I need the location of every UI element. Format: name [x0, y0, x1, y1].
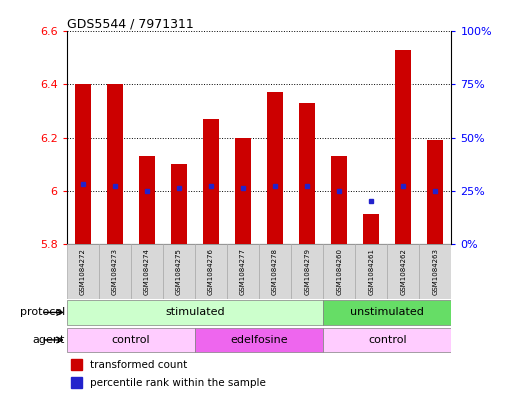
Bar — [387, 244, 420, 299]
Bar — [259, 244, 291, 299]
Bar — [70, 377, 82, 388]
Bar — [323, 244, 355, 299]
Text: GSM1084276: GSM1084276 — [208, 248, 214, 295]
Bar — [139, 156, 155, 244]
Text: agent: agent — [33, 335, 65, 345]
Bar — [267, 92, 283, 244]
Bar — [70, 359, 82, 370]
Bar — [171, 164, 187, 244]
Bar — [291, 244, 323, 299]
Text: control: control — [111, 335, 150, 345]
Bar — [355, 244, 387, 299]
Bar — [420, 244, 451, 299]
Bar — [323, 300, 451, 325]
Text: GSM1084260: GSM1084260 — [336, 248, 342, 295]
Bar — [98, 244, 131, 299]
Text: GSM1084275: GSM1084275 — [176, 248, 182, 295]
Bar — [195, 327, 323, 352]
Text: stimulated: stimulated — [165, 307, 225, 318]
Text: edelfosine: edelfosine — [230, 335, 288, 345]
Text: control: control — [368, 335, 407, 345]
Bar — [67, 327, 195, 352]
Text: GSM1084261: GSM1084261 — [368, 248, 374, 295]
Text: GSM1084262: GSM1084262 — [400, 248, 406, 295]
Bar — [67, 300, 323, 325]
Text: GSM1084274: GSM1084274 — [144, 248, 150, 295]
Text: GSM1084279: GSM1084279 — [304, 248, 310, 295]
Bar — [131, 244, 163, 299]
Text: protocol: protocol — [20, 307, 65, 318]
Text: transformed count: transformed count — [90, 360, 187, 370]
Bar — [331, 156, 347, 244]
Bar — [203, 119, 219, 244]
Bar — [163, 244, 195, 299]
Text: GSM1084278: GSM1084278 — [272, 248, 278, 295]
Bar — [323, 327, 451, 352]
Bar — [195, 244, 227, 299]
Text: GSM1084272: GSM1084272 — [80, 248, 86, 295]
Bar — [235, 138, 251, 244]
Text: GSM1084273: GSM1084273 — [112, 248, 118, 295]
Bar — [299, 103, 315, 244]
Bar — [427, 140, 443, 244]
Text: percentile rank within the sample: percentile rank within the sample — [90, 378, 266, 388]
Bar — [75, 84, 91, 244]
Bar — [227, 244, 259, 299]
Text: unstimulated: unstimulated — [350, 307, 424, 318]
Text: GSM1084277: GSM1084277 — [240, 248, 246, 295]
Bar — [67, 244, 98, 299]
Bar — [363, 215, 379, 244]
Bar — [107, 84, 123, 244]
Text: GDS5544 / 7971311: GDS5544 / 7971311 — [67, 17, 193, 30]
Bar — [396, 50, 411, 244]
Text: GSM1084263: GSM1084263 — [432, 248, 439, 295]
